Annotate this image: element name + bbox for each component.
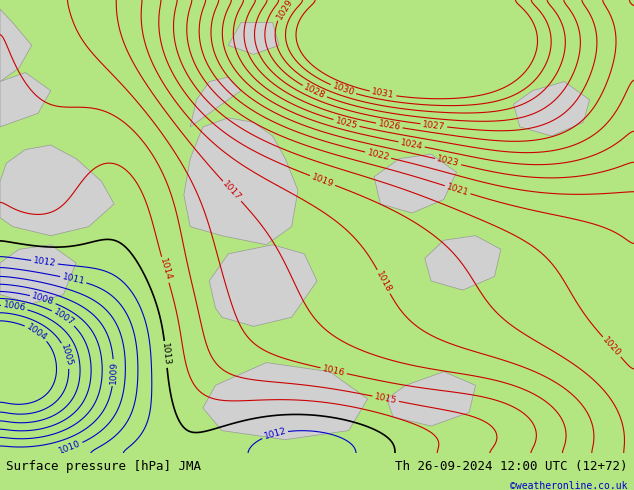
Text: 1015: 1015 [373, 392, 398, 405]
Text: 1005: 1005 [59, 343, 74, 368]
Text: 1010: 1010 [58, 439, 82, 456]
Text: 1012: 1012 [32, 256, 56, 269]
Text: 1004: 1004 [25, 322, 49, 343]
Polygon shape [209, 245, 317, 326]
Text: 1019: 1019 [310, 172, 335, 189]
Polygon shape [387, 371, 476, 426]
Text: 1021: 1021 [445, 182, 470, 197]
Text: 1016: 1016 [321, 364, 346, 378]
Text: ©weatheronline.co.uk: ©weatheronline.co.uk [510, 481, 628, 490]
Text: 1006: 1006 [2, 300, 27, 313]
Text: 1009: 1009 [108, 361, 119, 384]
Text: 1014: 1014 [158, 257, 172, 282]
Text: 1022: 1022 [366, 148, 391, 162]
Text: 1017: 1017 [221, 180, 243, 203]
Text: 1011: 1011 [61, 272, 86, 287]
Polygon shape [228, 23, 279, 54]
Polygon shape [0, 145, 114, 236]
Polygon shape [0, 73, 51, 127]
Text: 1023: 1023 [436, 155, 460, 169]
Polygon shape [514, 81, 590, 136]
Text: 1029: 1029 [275, 0, 294, 21]
Text: 1027: 1027 [422, 120, 446, 131]
Polygon shape [184, 118, 298, 245]
Text: 1008: 1008 [30, 292, 55, 307]
Text: 1030: 1030 [331, 81, 356, 98]
Text: 1024: 1024 [399, 138, 424, 151]
Text: 1012: 1012 [262, 427, 287, 441]
Polygon shape [0, 245, 76, 304]
Text: 1013: 1013 [160, 343, 171, 367]
Polygon shape [0, 9, 32, 81]
Text: 1026: 1026 [377, 119, 401, 132]
Polygon shape [425, 236, 501, 290]
Text: 1025: 1025 [334, 116, 359, 130]
Text: 1007: 1007 [51, 307, 75, 328]
Text: 1018: 1018 [374, 270, 393, 294]
Text: Surface pressure [hPa] JMA: Surface pressure [hPa] JMA [6, 460, 202, 473]
Polygon shape [203, 363, 368, 440]
Polygon shape [374, 154, 456, 213]
Text: 1031: 1031 [371, 87, 395, 100]
Text: Th 26-09-2024 12:00 UTC (12+72): Th 26-09-2024 12:00 UTC (12+72) [395, 460, 628, 473]
Polygon shape [190, 77, 241, 127]
Text: 1020: 1020 [601, 335, 623, 358]
Text: 1028: 1028 [302, 83, 327, 100]
